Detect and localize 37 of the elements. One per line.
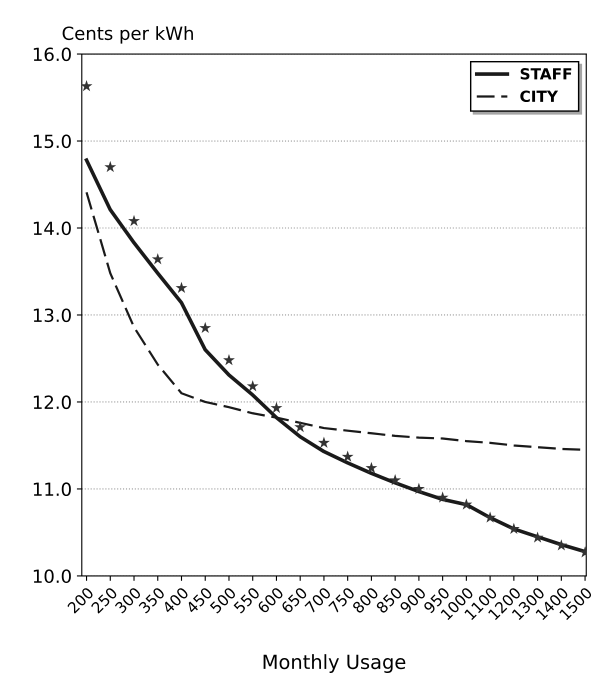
y-tick-label: 13.0 — [34, 308, 71, 322]
point — [246, 380, 259, 392]
x-tick-label: 550 — [233, 586, 260, 614]
y-tick-label: 14.0 — [34, 221, 71, 236]
point — [460, 498, 472, 510]
point — [223, 354, 235, 366]
point — [199, 322, 212, 334]
point — [318, 436, 330, 448]
x-tick-label: 750 — [328, 586, 356, 614]
point — [342, 450, 354, 462]
y-tick-label: 11.0 — [34, 482, 71, 496]
point — [82, 80, 92, 92]
x-tick-label: 250 — [90, 586, 118, 614]
point — [176, 282, 188, 294]
point — [389, 474, 402, 486]
point — [152, 253, 164, 264]
x-axis-title: Monthly Usage — [264, 654, 406, 673]
x-tick-label: 850 — [375, 586, 403, 614]
legend-label: CITY — [520, 90, 558, 102]
point — [366, 462, 378, 474]
point — [436, 491, 449, 503]
point — [555, 539, 568, 551]
legend-label: STAFF — [520, 68, 572, 80]
point — [508, 522, 520, 534]
y-tick-label: 12.0 — [34, 395, 71, 410]
point — [104, 160, 116, 172]
point — [128, 214, 140, 226]
point — [270, 402, 282, 414]
y-axis-title: Cents per kWh — [62, 26, 193, 44]
point — [532, 531, 544, 543]
y-tick-label: 10.0 — [34, 569, 71, 584]
y-tick-label: 15.0 — [34, 134, 71, 148]
point — [412, 482, 425, 494]
x-tick-label: 350 — [138, 586, 166, 614]
y-tick-label: 16.0 — [34, 47, 71, 62]
point — [294, 420, 306, 432]
point — [484, 511, 496, 523]
